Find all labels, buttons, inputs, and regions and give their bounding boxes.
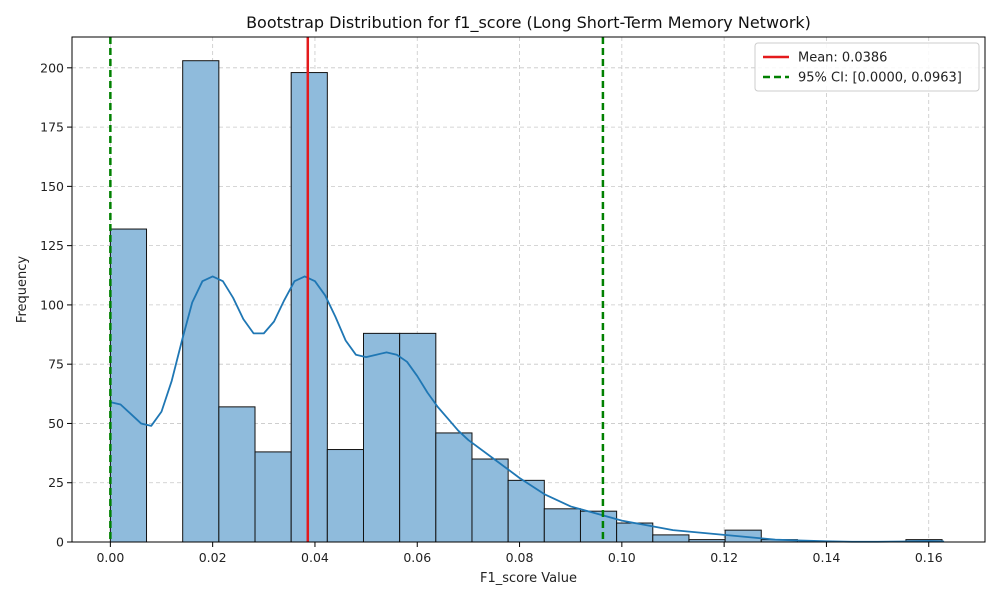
histogram-bar [326, 449, 364, 543]
y-tick-label: 50 [48, 416, 64, 431]
bars-layer [109, 60, 943, 543]
y-ticks-layer: 0 25 50 75 100 125 150 175 200 [40, 60, 72, 550]
x-tick-label: 0.06 [403, 550, 431, 565]
y-tick-label: 200 [40, 60, 64, 75]
histogram-bar [109, 228, 148, 543]
chart-title: Bootstrap Distribution for f1_score (Lon… [246, 13, 811, 33]
x-tick-label: 0.12 [710, 550, 738, 565]
y-tick-label: 125 [40, 238, 64, 253]
x-tick-label: 0.14 [813, 550, 841, 565]
histogram-bar [471, 458, 509, 543]
x-ticks-layer: 0.00 0.02 0.04 0.06 0.08 0.10 0.12 0.14 0.16 [96, 542, 943, 565]
histogram-bar [218, 406, 256, 543]
histogram-bar [543, 508, 581, 543]
histogram-bar [579, 510, 618, 543]
x-tick-label: 0.00 [96, 550, 124, 565]
y-tick-label: 0 [56, 535, 64, 550]
legend-mean-label: Mean: 0.0386 [798, 51, 887, 66]
reference-lines-layer [109, 37, 605, 542]
x-tick-label: 0.08 [506, 550, 534, 565]
histogram-bar [399, 332, 437, 543]
x-tick-label: 0.16 [915, 550, 943, 565]
histogram-bar [435, 432, 473, 543]
y-tick-label: 75 [48, 357, 64, 372]
x-axis-label: F1_score Value [480, 571, 577, 586]
kde-curve [110, 275, 945, 543]
legend: Mean: 0.0386 95% CI: [0.0000, 0.0963] [754, 42, 980, 92]
x-tick-label: 0.10 [608, 550, 636, 565]
legend-box [754, 42, 980, 92]
histogram-bar [362, 332, 401, 543]
kde-layer [110, 275, 945, 543]
legend-ci-label: 95% CI: [0.0000, 0.0963] [798, 71, 962, 86]
histogram-bar [254, 451, 292, 543]
histogram-bar [290, 72, 328, 543]
x-tick-label: 0.02 [199, 550, 227, 565]
x-tick-label: 0.04 [301, 550, 329, 565]
y-tick-label: 150 [40, 179, 64, 194]
histogram-bar [652, 534, 690, 543]
histogram-bar [182, 60, 220, 543]
plot-frame [71, 36, 986, 543]
y-axis-label: Frequency [15, 256, 30, 323]
y-tick-label: 100 [40, 297, 64, 312]
y-tick-label: 175 [40, 120, 64, 135]
y-tick-label: 25 [48, 475, 64, 490]
